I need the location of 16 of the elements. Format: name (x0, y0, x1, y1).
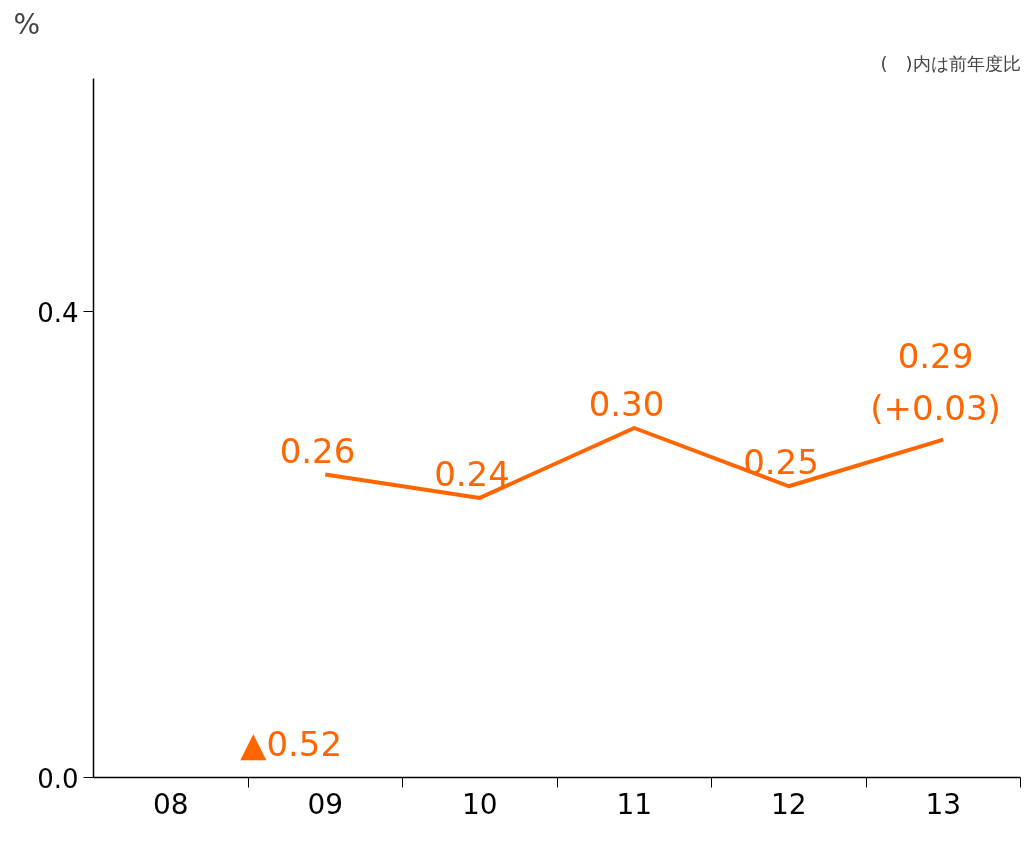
y-tick-label: 0.4 (37, 297, 79, 328)
data-label: 0.24 (434, 453, 510, 494)
x-tick-label: 10 (461, 787, 498, 821)
x-tick-label: 11 (616, 787, 653, 821)
x-tick-label: 13 (925, 787, 962, 821)
data-label: 0.30 (588, 384, 665, 424)
annotation: ▲0.52 (240, 723, 343, 764)
x-tick-label: 12 (770, 787, 807, 821)
text: ( )内は前年度比 (880, 52, 1021, 74)
data-label: 0.29 (+0.03) (870, 335, 1001, 428)
x-tick-label: 08 (152, 787, 189, 821)
y-axis-title: % (13, 7, 41, 41)
data-label: 0.25 (743, 442, 819, 483)
x-tick-label: 09 (307, 787, 344, 821)
y-tick-label: 0.0 (37, 763, 79, 794)
data-label: 0.26 (279, 430, 356, 471)
